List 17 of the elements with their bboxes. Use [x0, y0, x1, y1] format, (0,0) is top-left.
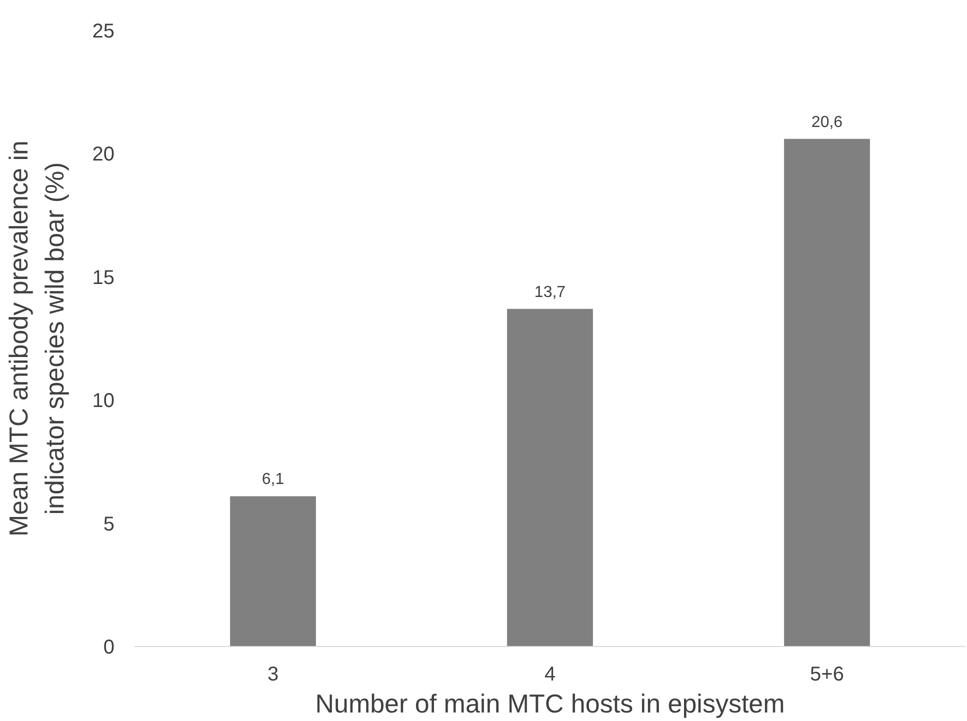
y-tick-label: 0: [103, 636, 114, 658]
y-tick-label: 10: [92, 390, 115, 412]
y-tick-label: 25: [92, 20, 115, 42]
x-tick-label: 3: [267, 664, 279, 686]
data-label: 13,7: [534, 284, 566, 301]
bar: [230, 496, 316, 646]
y-axis-title: Mean MTC antibody prevalence in indicator species wild boar (%): [3, 140, 70, 536]
y-tick-label: 20: [92, 144, 115, 166]
x-axis-title: Number of main MTC hosts in episystem: [315, 688, 785, 718]
bar: [784, 138, 870, 646]
x-tick-label: 5+6: [810, 664, 844, 686]
data-label: 6,1: [262, 471, 284, 488]
bar: [507, 308, 593, 646]
y-tick-label: 5: [103, 513, 114, 536]
y-tick-label: 15: [92, 266, 115, 289]
x-tick-label: 4: [544, 664, 556, 686]
data-label: 20,6: [811, 114, 843, 131]
